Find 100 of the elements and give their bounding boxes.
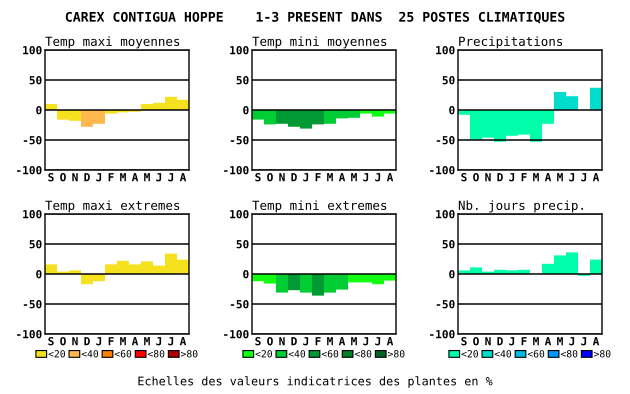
x-tick-label: O [60, 172, 66, 182]
y-tick-label: 100 [436, 210, 455, 218]
x-tick-label: N [485, 337, 491, 346]
legend-label: <40 [82, 350, 98, 358]
x-tick-label: J [581, 337, 586, 346]
legend-label: <20 [48, 350, 65, 358]
legend-label: <60 [322, 350, 338, 358]
y-tick-label: 100 [23, 46, 42, 54]
x-tick-label: J [363, 337, 368, 346]
x-tick-label: D [291, 173, 297, 182]
x-tick-label: A [592, 337, 600, 346]
y-tick-label: 100 [23, 210, 42, 218]
bar [590, 260, 602, 274]
y-tick-label: -100 [430, 330, 455, 338]
legend-label: <80 [354, 350, 372, 358]
x-tick-label: J [375, 173, 380, 182]
chart-title: Temp mini moyennes [252, 36, 386, 48]
x-tick-label: D [84, 173, 90, 182]
x-tick-label: F [108, 173, 114, 182]
x-tick-label: A [180, 173, 186, 182]
x-tick-label: M [557, 173, 563, 182]
x-tick-label: O [267, 172, 273, 182]
y-tick-label: 0 [36, 270, 42, 278]
x-tick-label: M [557, 337, 563, 346]
x-tick-label: J [96, 173, 102, 182]
x-tick-label: D [497, 173, 503, 182]
y-tick-label: 0 [449, 106, 455, 114]
x-tick-label: A [338, 337, 346, 346]
legend-label: <80 [148, 350, 164, 358]
y-tick-label: -50 [230, 300, 249, 308]
legend-label: <40 [494, 350, 512, 358]
x-tick-label: J [569, 337, 574, 346]
x-tick-label: D [497, 337, 503, 346]
y-tick-label: -50 [230, 136, 249, 144]
x-tick-label: A [592, 173, 600, 182]
x-tick-label: O [60, 336, 66, 346]
x-tick-label: A [544, 173, 552, 182]
legend-label: >80 [180, 350, 198, 358]
x-tick-label: N [279, 173, 285, 182]
chart-title: Nb. jours precip. [458, 200, 583, 212]
x-tick-label: N [72, 173, 78, 182]
x-tick-label: J [581, 173, 586, 182]
chart-title: Temp maxi extremes [45, 200, 180, 212]
x-tick-label: J [509, 337, 514, 346]
legend-label: <20 [255, 350, 272, 358]
x-tick-label: A [180, 337, 186, 346]
x-tick-label: J [569, 173, 574, 182]
chart-title: Temp mini extremes [252, 200, 386, 212]
x-tick-label: O [473, 172, 479, 182]
x-tick-label: A [544, 337, 552, 346]
y-tick-label: 100 [230, 46, 249, 54]
y-tick-label: 0 [243, 106, 249, 114]
x-tick-label: S [461, 172, 467, 182]
y-tick-label: 0 [449, 270, 455, 278]
x-tick-label: M [351, 173, 357, 182]
y-tick-label: 50 [236, 76, 249, 84]
y-tick-label: 50 [30, 240, 42, 248]
x-tick-label: S [461, 336, 467, 346]
legend-label: <60 [528, 350, 544, 358]
x-tick-label: M [351, 337, 357, 346]
x-tick-label: M [327, 337, 333, 346]
y-tick-label: 0 [243, 270, 249, 278]
y-tick-label: 50 [236, 240, 249, 248]
x-tick-label: A [338, 173, 346, 182]
text: Echelles des valeurs indicatrices des plantes en % [138, 376, 493, 388]
x-tick-label: J [509, 173, 514, 182]
x-tick-label: S [255, 172, 261, 182]
chart-title: Temp maxi moyennes [45, 36, 180, 48]
legend-label: <60 [114, 350, 132, 358]
y-tick-label: 100 [436, 46, 455, 54]
x-tick-label: J [156, 337, 162, 346]
x-tick-label: F [522, 173, 527, 182]
x-tick-label: J [168, 173, 174, 182]
y-tick-label: -100 [430, 166, 455, 174]
y-tick-label: -100 [17, 330, 42, 338]
x-tick-label: M [120, 337, 126, 346]
x-tick-label: J [303, 337, 308, 346]
x-tick-label: M [327, 173, 333, 182]
x-tick-label: N [72, 337, 78, 346]
x-tick-label: M [533, 173, 539, 182]
x-tick-label: F [522, 337, 527, 346]
legend-label: <40 [288, 350, 306, 358]
y-tick-label: 100 [230, 210, 249, 218]
x-tick-label: J [156, 173, 162, 182]
x-tick-label: N [485, 173, 491, 182]
legend-label: >80 [594, 350, 610, 358]
x-tick-label: F [316, 173, 321, 182]
x-tick-label: A [386, 173, 394, 182]
x-tick-label: J [168, 337, 174, 346]
y-tick-label: 50 [30, 76, 42, 84]
x-tick-label: D [291, 337, 297, 346]
x-tick-label: A [386, 337, 394, 346]
x-tick-label: M [144, 173, 150, 182]
text: CAREX CONTIGUA HOPPE 1-3 PRESENT DANS 25 POSTES CLIMATIQUES [66, 12, 564, 24]
x-tick-label: A [132, 173, 138, 182]
x-tick-label: S [255, 336, 261, 346]
legend-label: <80 [560, 350, 578, 358]
y-tick-label: -50 [24, 300, 42, 308]
legend-label: >80 [388, 350, 404, 358]
y-tick-label: 0 [36, 106, 42, 114]
